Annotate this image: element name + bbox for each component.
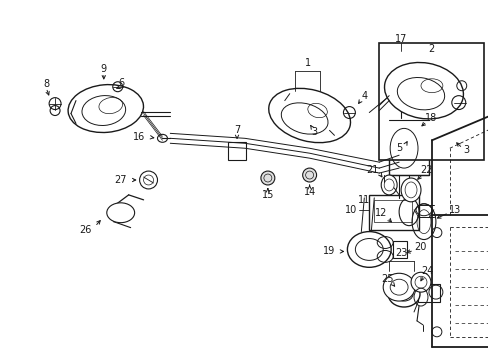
Text: 18: 18 — [424, 113, 436, 123]
Text: 8: 8 — [43, 79, 49, 89]
Bar — [227, 142, 245, 160]
Bar — [417, 284, 439, 302]
Text: 19: 19 — [323, 247, 335, 256]
Bar — [373, 200, 411, 222]
Ellipse shape — [139, 171, 157, 189]
Text: 17: 17 — [394, 34, 407, 44]
Text: 24: 24 — [420, 266, 432, 276]
Text: 1: 1 — [304, 58, 310, 68]
Text: 23: 23 — [394, 248, 407, 258]
Text: 22: 22 — [420, 165, 432, 175]
Ellipse shape — [384, 63, 463, 119]
Text: 2: 2 — [427, 44, 433, 54]
Ellipse shape — [346, 231, 390, 267]
Ellipse shape — [381, 175, 396, 195]
Text: 25: 25 — [380, 274, 393, 284]
Text: 14: 14 — [303, 187, 315, 197]
Text: 10: 10 — [345, 205, 357, 215]
Ellipse shape — [387, 281, 419, 307]
Ellipse shape — [106, 203, 134, 223]
Text: 5: 5 — [395, 143, 402, 153]
Text: 11: 11 — [357, 195, 370, 205]
Ellipse shape — [383, 273, 414, 301]
Ellipse shape — [410, 272, 430, 292]
Text: 26: 26 — [80, 225, 92, 235]
Ellipse shape — [268, 88, 350, 143]
Ellipse shape — [400, 178, 420, 202]
Bar — [379, 43, 483, 160]
Text: 12: 12 — [374, 208, 386, 218]
Text: 3: 3 — [311, 127, 317, 138]
Text: 7: 7 — [233, 125, 240, 135]
Text: 15: 15 — [261, 190, 273, 200]
Text: 21: 21 — [366, 165, 378, 175]
Ellipse shape — [302, 168, 316, 182]
Bar — [392, 240, 406, 258]
Ellipse shape — [68, 85, 143, 132]
Bar — [382, 51, 419, 93]
Text: 20: 20 — [413, 243, 426, 252]
Text: 9: 9 — [101, 64, 107, 74]
Bar — [388, 121, 428, 175]
Ellipse shape — [261, 171, 274, 185]
Text: 13: 13 — [448, 205, 460, 215]
Text: 27: 27 — [114, 175, 127, 185]
Text: 3: 3 — [463, 145, 469, 155]
Text: 16: 16 — [132, 132, 144, 142]
Text: 6: 6 — [119, 78, 124, 88]
Text: 4: 4 — [361, 91, 366, 101]
Bar — [368, 195, 418, 230]
